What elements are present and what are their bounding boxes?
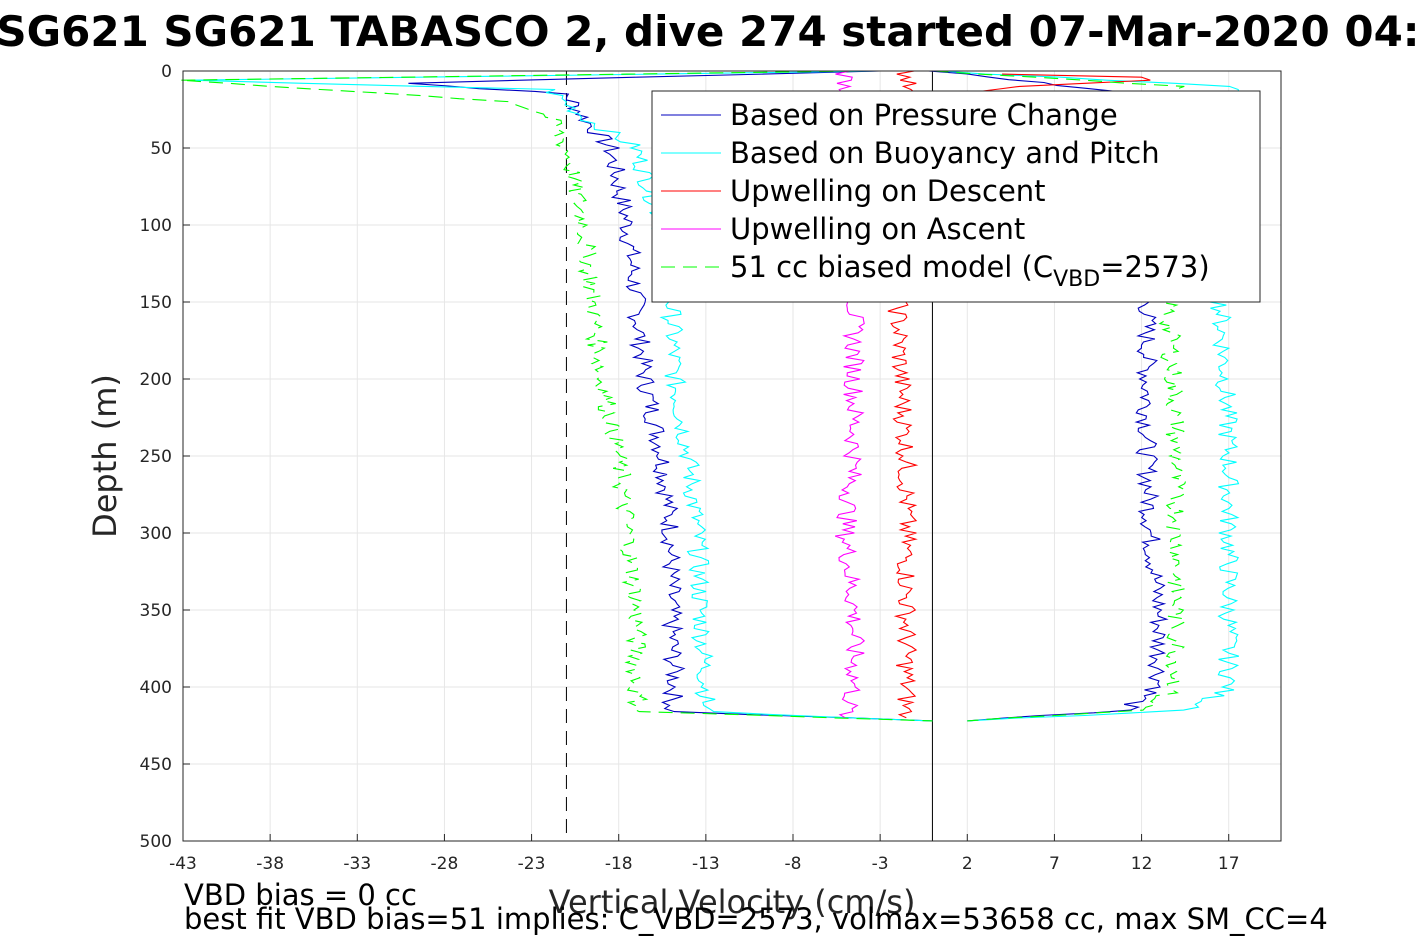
x-tick-labels: -43 -38 -33 -28 -23 -18 -13 -8 -3 2 7 12 17 [169,834,1240,874]
legend: Based on Pressure Change Based on Buoyanc… [651,90,1261,303]
y-tick-label: 400 [140,678,172,698]
legend-label: Upwelling on Descent [730,174,1046,208]
y-tick-label: 300 [140,524,172,544]
y-tick-label: 50 [150,139,172,159]
chart-title: SG621 SG621 TABASCO 2, dive 274 started … [0,7,1417,56]
vbd-bias-note: VBD bias = 0 cc [184,878,417,912]
x-tick-label: 12 [1131,854,1153,874]
y-tick-label: 0 [161,62,172,82]
x-axis-label: Vertical Velocity (cm/s) [549,883,916,921]
legend-label: 51 cc biased model (CVBD=2573) [730,250,1210,292]
y-tick-label: 350 [140,601,172,621]
x-tick-label: 2 [962,854,973,874]
y-tick-labels: 0 50 100 150 200 250 300 350 400 450 500 [140,62,190,852]
legend-label: Based on Pressure Change [730,98,1118,132]
legend-box [651,90,1261,303]
y-tick-label: 150 [140,293,172,313]
x-tick-label: 17 [1218,854,1240,874]
y-tick-label: 500 [140,832,172,852]
y-tick-label: 100 [140,216,172,236]
y-tick-label: 250 [140,447,172,467]
x-tick-label: -38 [256,854,284,874]
x-tick-label: -18 [605,854,633,874]
series-line-descent [408,70,933,722]
x-tick-label: -43 [169,854,197,874]
y-tick-label: 200 [140,370,172,390]
x-tick-label: -3 [872,854,889,874]
x-tick-label: -8 [785,854,802,874]
series-line-descent [180,70,933,722]
x-tick-label: -28 [431,854,459,874]
x-tick-label: -23 [518,854,546,874]
best-fit-note: best fit VBD bias=51 implies: C_VBD=2573… [184,902,1328,936]
x-tick-label: -13 [692,854,720,874]
x-tick-label: -33 [343,854,371,874]
x-tick-label: 7 [1049,854,1060,874]
legend-label: Based on Buoyancy and Pitch [730,136,1160,170]
legend-label: Upwelling on Ascent [730,212,1025,246]
series-line-descent [190,70,933,722]
y-axis-label: Depth (m) [86,374,124,538]
y-tick-label: 450 [140,755,172,775]
